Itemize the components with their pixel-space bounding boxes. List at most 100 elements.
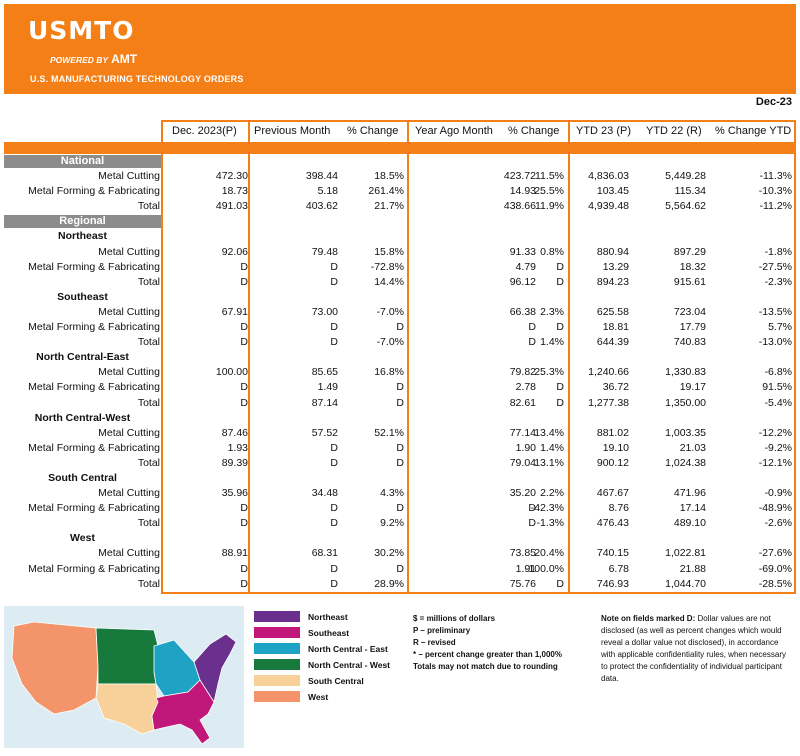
table-cell: 2.78 xyxy=(515,381,536,394)
table-cell: -27.5% xyxy=(758,260,792,273)
table-cell: 11.5% xyxy=(535,170,564,183)
table-cell: D xyxy=(240,260,248,273)
table-row: Metal Cutting 88.91 68.31 30.2% 73.85 20.4% 74… xyxy=(4,546,796,561)
table-cell: D xyxy=(330,517,338,530)
table-cell: -27.6% xyxy=(758,547,792,560)
table-cell: 1.4% xyxy=(540,336,564,349)
table-cell: -6.8% xyxy=(764,366,792,379)
row-label: Metal Forming & Fabricating xyxy=(28,185,160,198)
region-name: West xyxy=(70,532,95,545)
table-cell: 66.38 xyxy=(509,305,536,318)
row-label: Total xyxy=(137,275,160,288)
table-row: Total 89.39 D D 79.04 13.1% 900.12 1,024.38 -12.… xyxy=(4,456,796,471)
table-cell: 746.93 xyxy=(596,577,629,590)
table-cell: 423.72 xyxy=(503,170,536,183)
table-cell: 894.23 xyxy=(596,275,629,288)
col-header-dec-2023: Dec. 2023(P) xyxy=(172,125,237,137)
table-cell: D xyxy=(240,562,248,575)
region-header: Southeast xyxy=(4,290,796,305)
powered-by-label: POWERED BY xyxy=(50,55,109,65)
table-cell: 1,024.38 xyxy=(665,456,706,469)
table-cell: 28.9% xyxy=(374,577,404,590)
table-row: Metal Forming & Fabricating D D D D D 18.81 17.… xyxy=(4,320,796,335)
region-name: Southeast xyxy=(57,290,108,303)
table-cell: 0.8% xyxy=(540,245,564,258)
table-cell: -28.5% xyxy=(758,577,792,590)
legend-label: South Central xyxy=(308,676,364,686)
table-cell: D xyxy=(556,321,564,334)
table-cell: 4.79 xyxy=(515,260,536,273)
table-cell: 14.93 xyxy=(509,185,536,198)
table-cell: D xyxy=(330,441,338,454)
table-cell: 100.00 xyxy=(215,366,248,379)
legend-label: Northeast xyxy=(308,612,348,622)
map-region-north-central-west xyxy=(95,627,159,685)
table-cell: 85.65 xyxy=(311,366,338,379)
region-header: North Central-West xyxy=(4,411,796,426)
table-cell: D xyxy=(330,456,338,469)
col-header-ytd-22: YTD 22 (R) xyxy=(646,125,702,137)
section-title: Regional xyxy=(4,215,161,229)
table-cell: D xyxy=(240,517,248,530)
table-cell: 68.31 xyxy=(311,547,338,560)
table-cell: D xyxy=(240,336,248,349)
table-cell: D xyxy=(240,396,248,409)
table-cell: D xyxy=(240,577,248,590)
table-cell: 75.76 xyxy=(509,577,536,590)
table-notes: $ = millions of dollars P – preliminary R … xyxy=(413,613,562,673)
section-title: National xyxy=(4,155,161,168)
table-cell: 1,277.38 xyxy=(588,396,629,409)
table-row: Metal Forming & Fabricating D D D 1.91 -100.0… xyxy=(4,562,796,577)
table-cell: 73.85 xyxy=(509,547,536,560)
table-cell: D xyxy=(330,336,338,349)
table-cell: 398.44 xyxy=(305,170,338,183)
table-cell: 723.04 xyxy=(673,305,706,318)
region-header: North Central-East xyxy=(4,350,796,365)
table-cell: 30.2% xyxy=(374,547,404,560)
table-row: Total D D 28.9% 75.76 D 746.93 1,044.70 -28.5% xyxy=(4,577,796,592)
table-cell: -13.5% xyxy=(758,305,792,318)
row-label: Metal Forming & Fabricating xyxy=(28,321,160,334)
table-cell: 13.29 xyxy=(602,260,629,273)
table-row: Metal Forming & Fabricating 1.93 D D 1.90 1.4… xyxy=(4,441,796,456)
section-header-national: National xyxy=(4,154,796,169)
table-row: Metal Cutting 100.00 85.65 16.8% 79.82 25.3% 1… xyxy=(4,365,796,380)
table-row: Metal Forming & Fabricating 18.73 5.18 261.… xyxy=(4,184,796,199)
table-cell: -13.0% xyxy=(758,336,792,349)
table-cell: 18.73 xyxy=(221,185,248,198)
table-cell: D xyxy=(528,502,536,515)
col-header-previous-month: Previous Month xyxy=(254,125,331,137)
table-cell: -10.3% xyxy=(758,185,792,198)
table-cell: 1.93 xyxy=(227,441,248,454)
table-cell: 491.03 xyxy=(215,200,248,213)
row-label: Metal Cutting xyxy=(98,245,160,258)
table-cell: D xyxy=(556,577,564,590)
table-cell: 82.61 xyxy=(509,396,536,409)
table-cell: -7.0% xyxy=(376,305,404,318)
table-cell: 1,330.83 xyxy=(665,366,706,379)
table-cell: -1.3% xyxy=(536,517,564,530)
table-row: Metal Cutting 35.96 34.48 4.3% 35.20 2.2% 467.… xyxy=(4,486,796,501)
table-row: Metal Cutting 67.91 73.00 -7.0% 66.38 2.3% 625… xyxy=(4,305,796,320)
table-cell: 11.9% xyxy=(535,200,564,213)
table-cell: -1.8% xyxy=(764,245,792,258)
confidentiality-note: Note on fields marked D: Dollar values a… xyxy=(601,613,793,685)
table-cell: D xyxy=(556,260,564,273)
row-label: Total xyxy=(137,456,160,469)
table-cell: 2.3% xyxy=(540,305,564,318)
table-cell: 67.91 xyxy=(221,305,248,318)
table-cell: 13.1% xyxy=(534,456,564,469)
table-cell: D xyxy=(330,562,338,575)
table-cell: D xyxy=(330,502,338,515)
region-name: South Central xyxy=(48,471,117,484)
table-cell: 4.3% xyxy=(380,487,404,500)
table-row: Metal Forming & Fabricating D 1.49 D 2.78 D 36… xyxy=(4,380,796,395)
table-cell: 73.00 xyxy=(311,305,338,318)
table-cell: D xyxy=(556,275,564,288)
row-label: Metal Cutting xyxy=(98,547,160,560)
table-cell: 9.2% xyxy=(380,517,404,530)
table-cell: -72.8% xyxy=(370,260,404,273)
table-row: Metal Forming & Fabricating D D -72.8% 4.79 D… xyxy=(4,260,796,275)
map-region-northeast xyxy=(193,633,237,704)
table-cell: 625.58 xyxy=(596,305,629,318)
